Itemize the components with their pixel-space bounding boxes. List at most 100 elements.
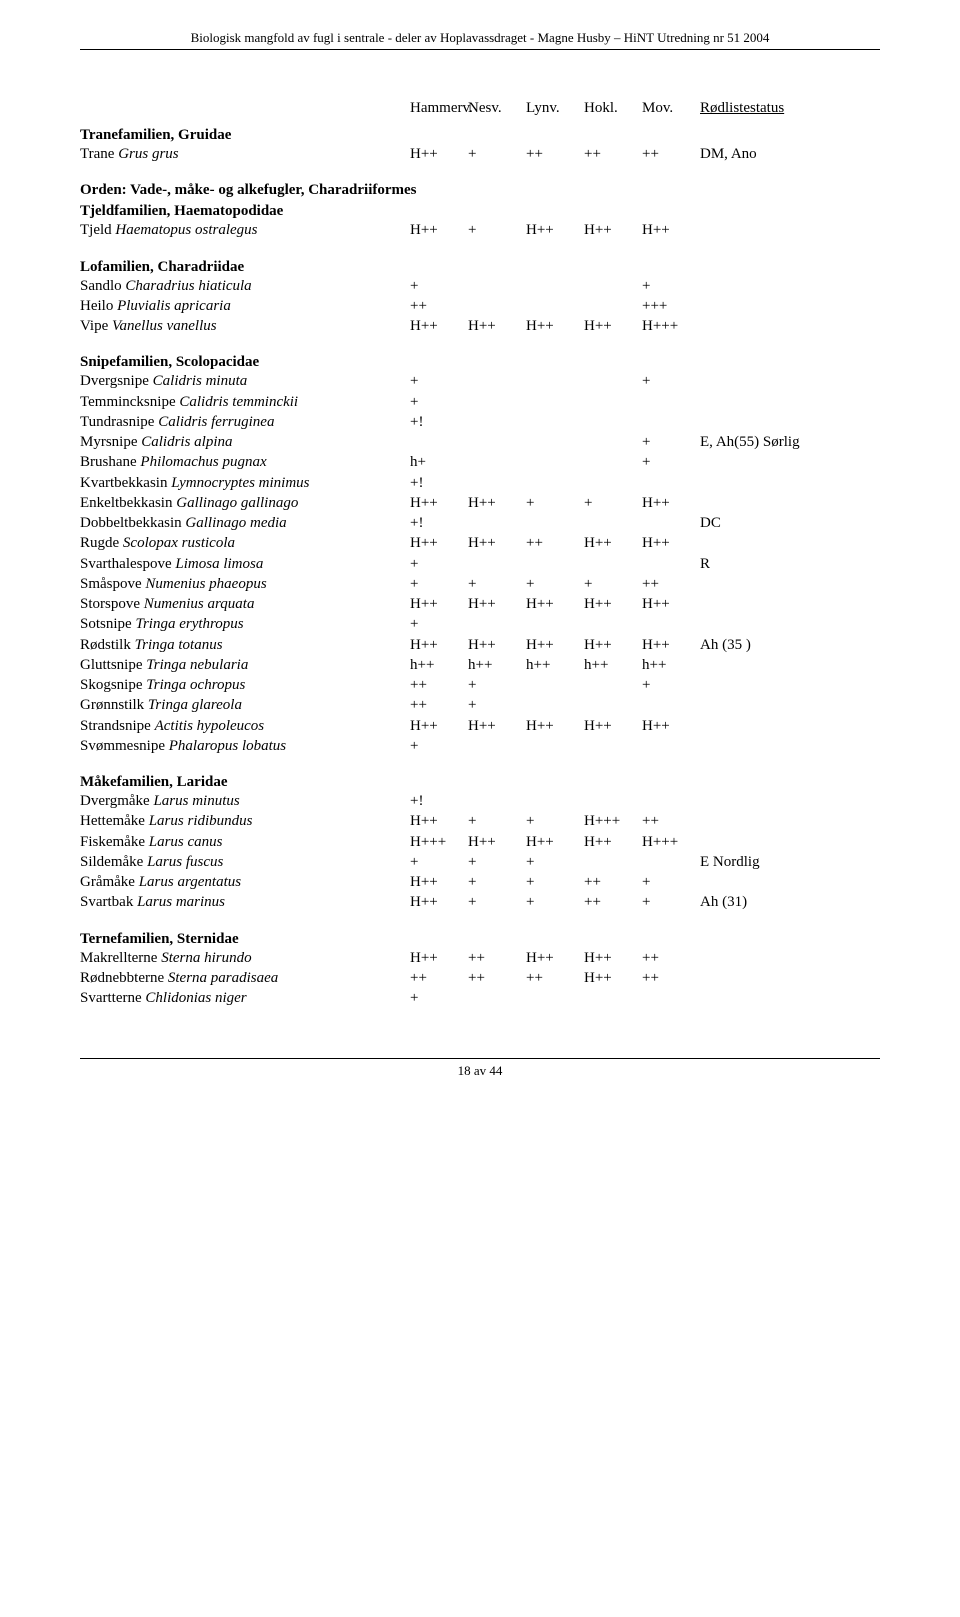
family-block: Ternefamilien, SternidaeMakrellterne Ste… <box>80 931 880 1009</box>
data-cell <box>584 412 642 432</box>
common-name: Brushane <box>80 454 140 470</box>
data-cell: + <box>584 574 642 594</box>
data-cell <box>468 554 526 574</box>
data-cell <box>468 791 526 811</box>
data-cell: H++ <box>410 316 468 336</box>
status-cell: R <box>700 554 880 574</box>
data-cell: + <box>468 892 526 912</box>
common-name: Rødnebbterne <box>80 970 168 986</box>
data-cell: H++ <box>642 594 700 614</box>
species-row: Dvergsnipe Calidris minuta++ <box>80 371 880 391</box>
species-name: Gråmåke Larus argentatus <box>80 872 410 892</box>
page-header: Biologisk mangfold av fugl i sentrale - … <box>80 30 880 46</box>
data-cell: H++ <box>642 493 700 513</box>
status-cell <box>700 716 880 736</box>
data-cell: ++ <box>584 144 642 164</box>
species-name: Enkeltbekkasin Gallinago gallinago <box>80 493 410 513</box>
family-block: Orden: Vade-, måke- og alkefugler, Chara… <box>80 182 880 240</box>
data-cell <box>468 452 526 472</box>
status-cell <box>700 452 880 472</box>
data-cell: ++ <box>468 948 526 968</box>
species-row: Brushane Philomachus pugnaxh++ <box>80 452 880 472</box>
status-cell <box>700 276 880 296</box>
data-cell <box>526 675 584 695</box>
data-cell: H++ <box>468 716 526 736</box>
species-row: Tjeld Haematopus ostralegusH+++H++H++H++ <box>80 220 880 240</box>
data-cell: H++ <box>410 594 468 614</box>
data-cell: ++ <box>410 968 468 988</box>
species-row: Gluttsnipe Tringa nebulariah++h++h++h++h… <box>80 655 880 675</box>
data-cell <box>526 276 584 296</box>
common-name: Tundrasnipe <box>80 414 158 430</box>
data-cell: ++ <box>642 811 700 831</box>
status-cell <box>700 988 880 1008</box>
common-name: Temmincksnipe <box>80 394 179 410</box>
latin-name: Haematopus ostralegus <box>115 222 257 238</box>
data-cell: h++ <box>410 655 468 675</box>
latin-name: Numenius phaeopus <box>145 576 266 592</box>
status-cell: Ah (35 ) <box>700 635 880 655</box>
common-name: Tjeld <box>80 222 115 238</box>
data-cell: H++ <box>642 716 700 736</box>
data-cell: + <box>468 695 526 715</box>
data-cell: ++ <box>584 872 642 892</box>
species-name: Storspove Numenius arquata <box>80 594 410 614</box>
data-cell: ++ <box>468 968 526 988</box>
species-name: Svarthalespove Limosa limosa <box>80 554 410 574</box>
species-row: Rødnebbterne Sterna paradisaea++++++H+++… <box>80 968 880 988</box>
data-cell: + <box>410 371 468 391</box>
data-cell: + <box>468 574 526 594</box>
status-cell <box>700 533 880 553</box>
status-cell <box>700 392 880 412</box>
species-name: Småspove Numenius phaeopus <box>80 574 410 594</box>
data-cell <box>468 296 526 316</box>
latin-name: Charadrius hiaticula <box>125 278 251 294</box>
species-name: Grønnstilk Tringa glareola <box>80 695 410 715</box>
species-name: Dvergsnipe Calidris minuta <box>80 371 410 391</box>
latin-name: Lymnocryptes minimus <box>171 475 309 491</box>
data-cell <box>468 513 526 533</box>
species-name: Rødstilk Tringa totanus <box>80 635 410 655</box>
data-cell: + <box>642 276 700 296</box>
data-cell: ++ <box>642 948 700 968</box>
data-cell: ++ <box>642 968 700 988</box>
data-cell <box>526 554 584 574</box>
data-cell: + <box>468 144 526 164</box>
species-name: Sandlo Charadrius hiaticula <box>80 276 410 296</box>
family-heading: Måkefamilien, Laridae <box>80 774 880 791</box>
data-cell <box>584 296 642 316</box>
species-row: Dobbeltbekkasin Gallinago media+!DC <box>80 513 880 533</box>
family-heading: Tjeldfamilien, Haematopodidae <box>80 203 880 220</box>
data-cell <box>468 276 526 296</box>
common-name: Småspove <box>80 576 145 592</box>
common-name: Dvergsnipe <box>80 373 153 389</box>
data-cell: h+ <box>410 452 468 472</box>
data-cell: + <box>410 574 468 594</box>
latin-name: Larus ridibundus <box>149 813 253 829</box>
common-name: Myrsnipe <box>80 434 141 450</box>
data-cell: H+++ <box>410 832 468 852</box>
latin-name: Tringa glareola <box>148 697 242 713</box>
latin-name: Actitis hypoleucos <box>155 718 265 734</box>
data-cell: H++ <box>468 316 526 336</box>
data-cell: H++ <box>642 635 700 655</box>
data-cell: H++ <box>526 594 584 614</box>
species-row: Makrellterne Sterna hirundoH++++H++H++++ <box>80 948 880 968</box>
latin-name: Larus fuscus <box>147 854 223 870</box>
data-cell: + <box>410 614 468 634</box>
col-header: Mov. <box>642 100 700 117</box>
header-rule <box>80 49 880 50</box>
latin-name: Pluvialis apricaria <box>117 298 231 314</box>
common-name: Vipe <box>80 318 112 334</box>
common-name: Svømmesnipe <box>80 738 169 754</box>
status-cell <box>700 296 880 316</box>
common-name: Sotsnipe <box>80 616 135 632</box>
data-cell: + <box>410 736 468 756</box>
data-cell: + <box>642 371 700 391</box>
species-name: Myrsnipe Calidris alpina <box>80 432 410 452</box>
data-cell: H++ <box>468 533 526 553</box>
data-cell: H++ <box>526 948 584 968</box>
species-row: Strandsnipe Actitis hypoleucosH++H++H++H… <box>80 716 880 736</box>
data-cell <box>642 412 700 432</box>
data-cell: ++ <box>526 144 584 164</box>
